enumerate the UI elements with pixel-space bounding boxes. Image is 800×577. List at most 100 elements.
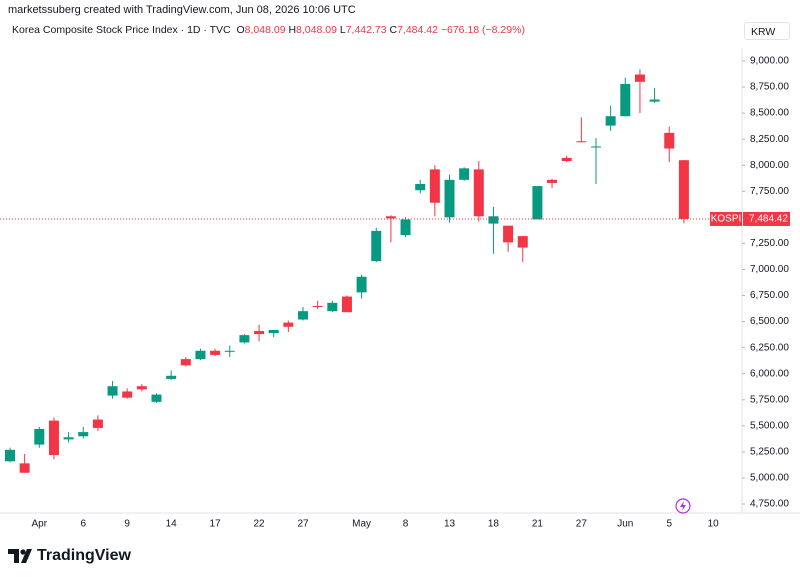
x-tick-label: 21 — [532, 519, 544, 530]
candle-body — [532, 186, 543, 220]
y-tick-label: 4,750.00 — [750, 499, 789, 510]
candle-body — [92, 419, 103, 428]
candle-body — [576, 141, 587, 143]
candle-body — [605, 116, 616, 126]
candle-body — [473, 169, 484, 217]
y-tick-label: 5,250.00 — [750, 447, 789, 458]
candle-body — [459, 168, 470, 180]
x-tick-label: 6 — [80, 519, 86, 530]
y-tick-label: 5,500.00 — [750, 420, 789, 431]
candle-body — [239, 335, 250, 343]
candle-body — [503, 225, 514, 243]
candle-body — [400, 219, 411, 236]
candle-body — [283, 322, 294, 327]
x-tick-label: 5 — [666, 519, 672, 530]
candle-body — [415, 183, 426, 191]
x-tick-label: Apr — [32, 519, 48, 530]
candle-body — [517, 236, 528, 248]
lightning-icon — [675, 498, 691, 514]
legend-label: O — [236, 24, 245, 36]
y-tick-label: 5,000.00 — [750, 473, 789, 484]
y-tick-label: 8,750.00 — [750, 82, 789, 93]
price-tag-label: 7,484.42 — [749, 214, 788, 225]
x-tick-label: 13 — [444, 519, 456, 530]
legend-value: 8,048.09 — [296, 24, 337, 36]
y-tick-label: 6,500.00 — [750, 316, 789, 327]
x-tick-label: Jun — [617, 519, 633, 530]
candle-body — [385, 216, 396, 219]
candle-body — [664, 132, 675, 149]
candle-body — [19, 463, 30, 473]
legend-label: L — [339, 24, 346, 36]
legend-change: −676.18 (−8.29%) — [440, 24, 525, 36]
candle-body — [356, 276, 367, 293]
y-tick-label: 5,750.00 — [750, 394, 789, 405]
logo-icon — [8, 549, 32, 563]
candle-body — [122, 391, 133, 398]
candle-body — [327, 302, 338, 312]
candle-body — [444, 179, 455, 218]
x-tick-label: 14 — [166, 519, 178, 530]
legend-value: 7,484.42 — [397, 24, 438, 36]
candle-body — [678, 160, 689, 219]
y-tick-label: 6,250.00 — [750, 342, 789, 353]
candle-body — [5, 449, 15, 462]
logo-text: TradingView — [37, 547, 132, 564]
price-tag — [743, 211, 790, 226]
candle-body — [107, 386, 118, 396]
candle-body — [429, 169, 440, 203]
candle-body — [591, 146, 601, 148]
y-tick-label: 7,250.00 — [750, 238, 789, 249]
x-tick-label: 10 — [708, 519, 720, 530]
candle-body — [298, 311, 308, 320]
candle-body — [210, 350, 221, 355]
candle-body — [547, 179, 558, 183]
candle-body — [268, 329, 279, 334]
currency-button[interactable]: KRW — [744, 22, 790, 40]
legend-value: 7,442.73 — [345, 24, 387, 36]
y-tick-label: 9,000.00 — [750, 56, 789, 67]
y-tick-label: 8,000.00 — [750, 160, 789, 171]
candle-body — [63, 437, 74, 440]
y-tick-label: 7,000.00 — [750, 264, 789, 275]
x-tick-label: 27 — [576, 519, 588, 530]
x-tick-label: 22 — [253, 519, 265, 530]
candle-body — [151, 394, 162, 402]
candle-body — [561, 157, 572, 162]
candle-body — [180, 359, 191, 366]
y-tick-label: 7,750.00 — [750, 186, 789, 197]
candle-body — [34, 428, 45, 445]
candle-body — [620, 83, 631, 117]
candle-body — [48, 420, 59, 456]
y-tick-label: 8,500.00 — [750, 108, 789, 119]
candle-body — [371, 230, 382, 262]
legend-value: 8,048.09 — [244, 24, 286, 36]
candle-body — [195, 350, 206, 360]
legend: Korea Composite Stock Price Index · 1D ·… — [12, 24, 525, 36]
candle-body — [488, 216, 499, 224]
x-tick-label: 17 — [210, 519, 222, 530]
candle-body — [224, 350, 235, 352]
legend-title: Korea Composite Stock Price Index · 1D ·… — [12, 24, 231, 36]
x-tick-label: 8 — [403, 519, 409, 530]
candle-body — [312, 305, 323, 307]
header-credit: marketssuberg created with TradingView.c… — [8, 4, 356, 16]
legend-label: C — [389, 24, 398, 36]
candle-body — [649, 99, 660, 102]
candle-body — [634, 74, 645, 82]
y-tick-label: 6,000.00 — [750, 368, 789, 379]
candle-body — [136, 386, 147, 390]
series-tag — [710, 211, 742, 226]
x-tick-label: 27 — [297, 519, 309, 530]
x-tick-label: May — [352, 519, 371, 530]
candle-body — [166, 375, 177, 379]
candle-body — [78, 432, 89, 437]
x-tick-label: 9 — [124, 519, 130, 530]
x-tick-label: 18 — [488, 519, 500, 530]
candle-body — [254, 330, 265, 335]
legend-label: H — [288, 24, 297, 36]
candle-body — [341, 296, 352, 313]
